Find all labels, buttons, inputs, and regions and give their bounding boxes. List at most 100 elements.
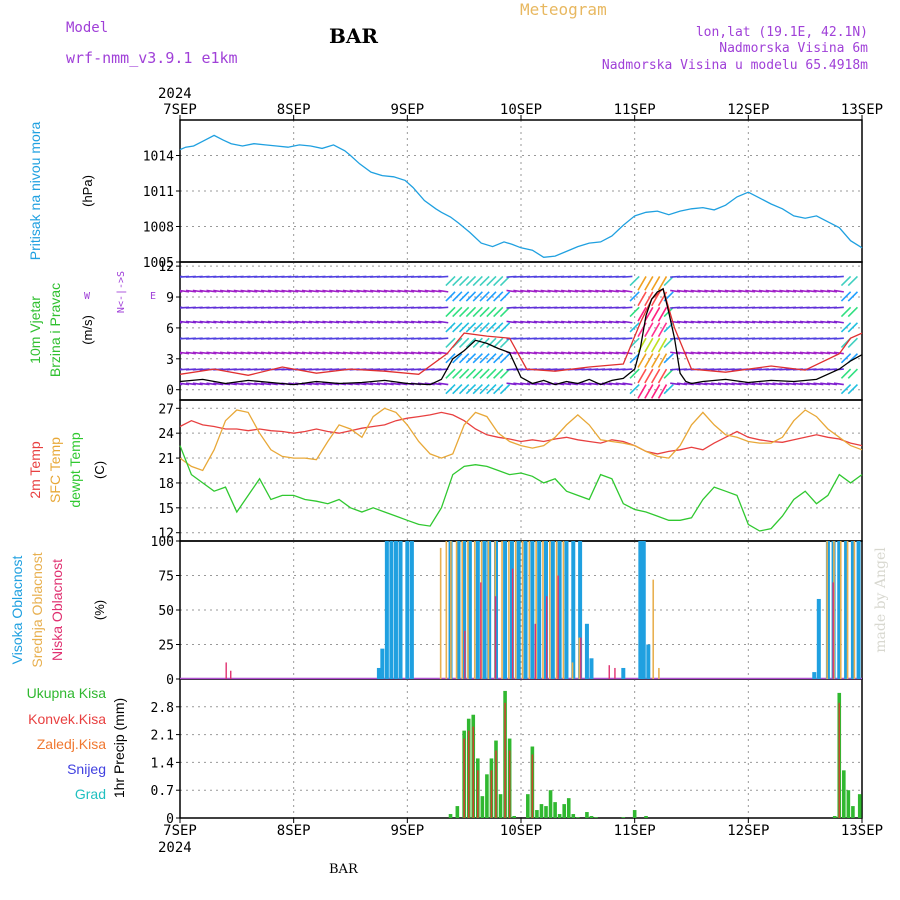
- wind-arrow: [629, 368, 640, 379]
- wind-arrow: [342, 351, 353, 355]
- wind-arrow: [376, 351, 387, 355]
- wind-arrow: [644, 337, 654, 353]
- wind-arrow: [438, 275, 449, 278]
- wind-arrow: [554, 320, 565, 324]
- precip-bar: [504, 702, 506, 818]
- wind-arrow: [847, 337, 859, 348]
- wind-arrow: [308, 289, 319, 293]
- wind-arrow: [840, 275, 852, 287]
- wind-arrow: [806, 351, 817, 355]
- wind-arrow: [254, 289, 265, 293]
- wind-arrow: [180, 351, 190, 355]
- wind-arrow: [799, 351, 810, 355]
- y-tick-label: 1014: [143, 150, 174, 165]
- wind-arrow: [533, 382, 544, 386]
- cloud-bar: [482, 541, 487, 679]
- panel-clouds: 0 25 50 75 100: [151, 535, 863, 688]
- wind-arrow: [567, 382, 578, 386]
- wind-arrow: [240, 289, 251, 293]
- wind-arrow: [758, 351, 769, 355]
- wind-arrow: [622, 368, 633, 371]
- wind-arrow: [738, 382, 749, 386]
- wind-arrow: [479, 368, 490, 379]
- wind-arrow: [465, 337, 477, 348]
- wind-arrow: [554, 351, 565, 355]
- wind-arrow: [751, 351, 763, 355]
- wind-arrow: [663, 337, 674, 348]
- wind-arrow: [731, 289, 742, 293]
- wind-arrow: [458, 383, 470, 395]
- wind-arrow: [622, 382, 633, 386]
- wind-arrow: [438, 320, 449, 324]
- wind-arrow: [833, 289, 844, 293]
- y-tick-label: 2.8: [151, 701, 174, 716]
- cloud-bar: [516, 541, 521, 679]
- wind-arrow: [267, 382, 278, 386]
- wind-arrow: [833, 306, 844, 309]
- wind-arrow: [765, 351, 776, 355]
- wind-arrow: [458, 368, 470, 379]
- wind-arrow: [335, 320, 347, 324]
- wind-arrow: [588, 289, 599, 293]
- wind-arrow: [840, 368, 852, 379]
- cloud-bar: [646, 644, 651, 679]
- wind-arrow: [711, 382, 722, 386]
- wind-arrow: [315, 289, 326, 293]
- wind-arrow: [192, 351, 203, 355]
- wind-arrow: [690, 289, 701, 293]
- wind-arrow: [363, 320, 374, 324]
- wind-arrow: [826, 289, 838, 293]
- wind-arrow: [697, 289, 708, 293]
- x-tick-label-bottom: 13SEP: [841, 823, 883, 839]
- wind-arrow: [813, 351, 824, 355]
- cloud-bar: [473, 541, 476, 679]
- wind-arrow: [445, 337, 456, 348]
- temp-line-1: [179, 407, 863, 472]
- wind-arrow: [383, 382, 394, 386]
- precip-bar: [495, 750, 497, 818]
- cloud-bar: [389, 541, 394, 679]
- x-tick-label-top: 9SEP: [390, 102, 424, 118]
- cloud-bar: [455, 541, 458, 679]
- y-tick-label: 15: [158, 502, 174, 517]
- x-tick-label-bottom: 9SEP: [390, 823, 424, 839]
- wind-arrow: [724, 320, 735, 324]
- wind-arrow: [335, 289, 347, 293]
- wind-arrow: [247, 382, 258, 386]
- wind-arrow: [240, 351, 251, 355]
- wind-arrow: [452, 353, 463, 364]
- temp-ylabel-sfc: SFC Temp: [47, 437, 63, 503]
- wind-arrow: [458, 275, 470, 287]
- cloud-bar: [856, 541, 861, 679]
- wind-arrow: [601, 320, 613, 324]
- wind-arrow: [657, 368, 668, 384]
- wind-arrow: [329, 289, 340, 293]
- cloud-bar: [494, 596, 497, 679]
- cloud-bar: [571, 662, 574, 679]
- wind-arrow: [472, 368, 483, 379]
- cloud-bar: [564, 541, 569, 679]
- precip-bar: [448, 814, 453, 818]
- wind-arrow: [445, 322, 456, 333]
- precip-bar: [455, 806, 460, 818]
- wind-arrow: [260, 289, 272, 293]
- wind-arrow: [533, 320, 544, 324]
- wind-arrow: [650, 276, 661, 291]
- cloud-bar: [812, 672, 817, 679]
- wind-arrow: [301, 289, 312, 293]
- precip-bar: [539, 804, 544, 818]
- wind-arrow: [772, 351, 783, 355]
- wind-arrow: [493, 353, 504, 364]
- cloud-bar: [557, 541, 562, 679]
- wind-ylabel-1: 10m Vjetar: [27, 296, 43, 364]
- wind-arrow: [376, 289, 387, 293]
- wind-arrow: [445, 306, 456, 318]
- wind-arrow: [731, 320, 742, 324]
- precip-bar: [531, 754, 534, 818]
- wind-arrow: [465, 291, 477, 302]
- legend-frz: Zaledj.Kisa: [37, 736, 106, 752]
- wind-arrow: [397, 289, 408, 293]
- wind-arrow: [644, 306, 654, 322]
- wind-arrow: [308, 320, 319, 324]
- wind-arrow: [745, 382, 756, 386]
